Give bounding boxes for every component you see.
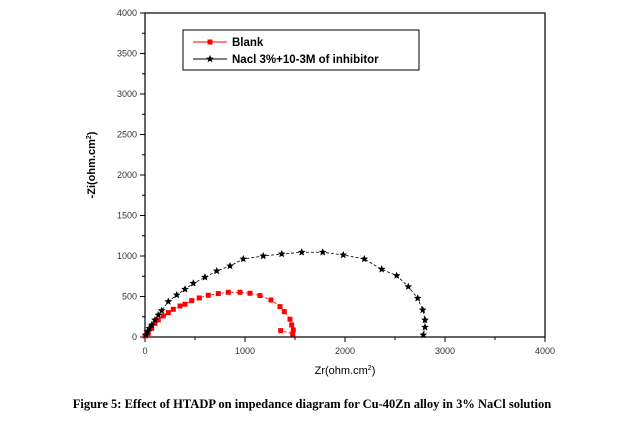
x-tick-label: 1000 <box>235 346 255 356</box>
data-point <box>289 322 295 328</box>
y-tick-label: 0 <box>132 332 137 342</box>
data-point <box>196 295 202 301</box>
y-tick-label: 2000 <box>117 170 137 180</box>
data-point <box>201 273 209 281</box>
y-tick-label: 3000 <box>117 89 137 99</box>
data-point <box>290 331 296 337</box>
data-point <box>339 250 348 259</box>
data-point <box>360 255 369 263</box>
data-point <box>277 250 286 258</box>
legend: Blank Nacl 3%+10-3M of inhibitor <box>182 29 420 71</box>
data-point <box>237 289 243 295</box>
data-point <box>404 282 413 290</box>
data-point <box>418 305 427 314</box>
series-blank <box>142 289 296 339</box>
data-point <box>318 248 327 256</box>
data-point <box>154 311 163 319</box>
data-point <box>142 331 150 339</box>
data-point <box>189 279 198 287</box>
y-tick-label: 1500 <box>117 211 137 221</box>
legend-box <box>182 29 420 71</box>
data-point <box>149 325 155 331</box>
data-point <box>212 267 221 275</box>
data-point <box>177 303 183 309</box>
legend-label: Blank <box>232 37 264 49</box>
legend-marker <box>207 39 213 45</box>
data-point <box>257 293 263 299</box>
data-point <box>189 298 195 304</box>
figure-caption: Figure 5: Effect of HTADP on impedance d… <box>72 397 552 411</box>
data-point <box>147 320 156 329</box>
data-point <box>205 292 211 298</box>
y-tick-label: 2500 <box>117 130 137 140</box>
y-tick-label: 500 <box>122 292 137 302</box>
data-point <box>151 316 159 324</box>
data-point <box>215 291 221 297</box>
nyquist-chart: 0 1000 2000 3000 4000 0 500 1000 1500 2000 2500 300… <box>86 8 555 377</box>
y-tick-label: 1000 <box>117 251 137 261</box>
data-point <box>182 301 188 307</box>
data-point <box>277 304 283 310</box>
series-line <box>145 251 426 336</box>
data-point <box>239 255 248 263</box>
series-inhibitor <box>142 248 429 339</box>
data-point <box>181 285 189 293</box>
data-point <box>170 306 176 312</box>
data-point <box>152 320 158 326</box>
data-point <box>421 323 429 331</box>
y-tick-label: 4000 <box>117 8 137 18</box>
legend-marker <box>206 55 214 63</box>
data-point <box>259 252 268 260</box>
y-tick-label: 3500 <box>117 49 137 59</box>
x-tick-label: 3000 <box>435 346 455 356</box>
data-point <box>226 262 234 270</box>
data-point <box>421 316 429 324</box>
data-point <box>281 309 287 315</box>
x-tick-label: 0 <box>142 346 147 356</box>
data-point <box>160 313 166 319</box>
legend-label: Nacl 3%+10-3M of inhibitor <box>232 54 379 66</box>
data-point <box>145 324 154 332</box>
data-point <box>287 316 293 322</box>
data-point <box>290 327 296 333</box>
data-point <box>157 306 166 314</box>
x-tick-label: 2000 <box>335 346 355 356</box>
y-axis-label: -Zi(ohm.cm2) <box>86 131 98 198</box>
data-point <box>164 297 173 305</box>
data-point <box>155 317 161 323</box>
data-point <box>172 291 181 299</box>
data-point <box>225 289 231 295</box>
data-point <box>377 265 386 273</box>
x-axis-label: Zr(ohm.cm2) <box>315 365 376 377</box>
data-point <box>297 248 306 256</box>
data-point <box>268 297 274 303</box>
data-point <box>392 271 401 279</box>
data-point <box>419 331 428 339</box>
data-point <box>165 310 171 316</box>
data-point <box>247 290 253 296</box>
data-point <box>413 294 422 302</box>
x-tick-label: 4000 <box>535 346 555 356</box>
data-point <box>278 328 284 334</box>
